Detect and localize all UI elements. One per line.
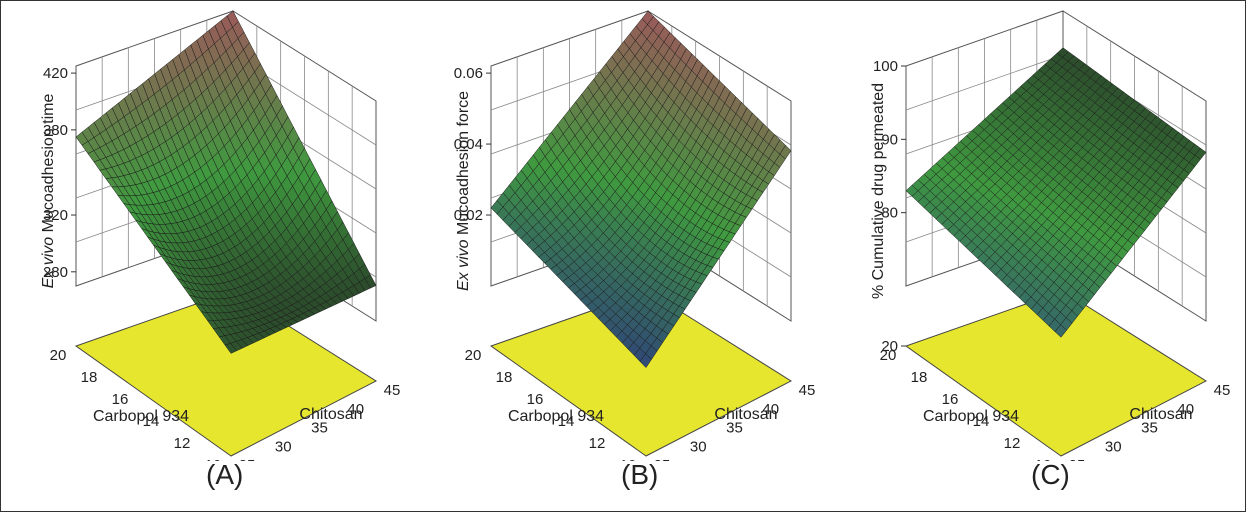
surface-plot-b: 0.06 0.04 0.02 20 18 16 14 12 10 25 30 35 40 45 Carbop… [454,10,816,461]
x-axis-label: Carbopol 934 [93,408,189,425]
y-axis-label: Chitosan [714,406,777,423]
z-axis-label-text: Mucoadhesion force [455,91,472,240]
x-tick-label: 16 [942,391,959,408]
x-tick-label: 20 [50,347,67,364]
x-tick-label: 10 [205,457,222,461]
z-tick-label: 20 [881,338,898,355]
panel-b: 0.06 0.04 0.02 20 18 16 14 12 10 25 30 35 40 45 Carbop… [416,1,831,513]
y-tick-label: 40 [762,401,779,418]
z-tick-label: 0.04 [454,136,483,153]
y-tick-label: 25 [1069,457,1086,461]
x-tick-label: 10 [620,457,637,461]
surface-cell [639,353,652,368]
x-tick-label: 14 [558,413,575,430]
z-axis-label-italic: Ex vivo [40,237,57,289]
z-axis-label: % Cumulative drug permeated [870,83,887,299]
y-tick-label: 40 [1177,401,1194,418]
surface-cell [1054,324,1067,338]
y-tick-label: 30 [275,438,292,455]
x-tick-label: 14 [973,413,990,430]
y-tick-label: 45 [1214,382,1231,399]
surface [905,47,1207,338]
y-axis-label: Chitosan [1129,406,1192,423]
z-axis-label-text: % Cumulative drug permeated [870,83,887,299]
surface [75,10,377,354]
y-tick-label: 35 [726,420,743,437]
panel-label-b: (B) [621,459,659,490]
z-tick-label: 100 [873,58,898,75]
z-axis-label-text: Mucoadhesion time [40,94,57,237]
z-tick-label: 0.06 [454,65,483,82]
panel-label-a: (A) [206,459,244,490]
y-tick-label: 45 [799,382,816,399]
surface [490,10,792,368]
x-tick-label: 20 [880,347,897,364]
y-tick-label: 35 [1141,420,1158,437]
z-tick-label: 0.02 [454,207,483,224]
x-tick-label: 18 [496,369,513,386]
y-tick-label: 25 [239,457,256,461]
y-tick-label: 30 [690,438,707,455]
x-axis-label: Carbopol 934 [923,408,1019,425]
y-axis-label: Chitosan [299,406,362,423]
z-tick-label: 90 [881,131,898,148]
z-axis-label: Ex vivo Mucoadhesion force [455,91,472,291]
y-tick-label: 35 [311,420,328,437]
x-tick-label: 16 [112,391,129,408]
x-tick-label: 10 [1035,457,1052,461]
y-tick-label: 45 [384,382,401,399]
panel-label-c: (C) [1031,459,1070,490]
surface-plot-a: 420 380 320 280 20 18 16 14 12 10 25 30 35 40 45 Carbop… [40,10,401,461]
z-tick-label: 320 [43,207,68,224]
y-tick-label: 30 [1105,438,1122,455]
panel-a: 420 380 320 280 20 18 16 14 12 10 25 30 35 40 45 Carbop… [1,1,416,513]
x-tick-label: 14 [143,413,160,430]
surface-cell [224,343,237,354]
x-tick-label: 18 [911,369,928,386]
z-tick-label: 420 [43,65,68,82]
x-tick-label: 16 [527,391,544,408]
y-tick-label: 25 [654,457,671,461]
z-axis-label-italic: Ex vivo [455,239,472,291]
x-tick-label: 20 [465,347,482,364]
x-tick-label: 12 [174,435,191,452]
z-axis-label: Ex vivo Mucoadhesion time [40,94,57,289]
x-tick-label: 12 [1004,435,1021,452]
z-tick-label: 80 [881,205,898,222]
wall-grid-line [905,54,1064,111]
z-tick-label: 280 [43,264,68,281]
x-tick-label: 12 [589,435,606,452]
z-tick-label: 380 [43,122,68,139]
x-tick-label: 18 [81,369,98,386]
y-tick-label: 40 [347,401,364,418]
x-axis-label: Carbopol 934 [508,408,604,425]
